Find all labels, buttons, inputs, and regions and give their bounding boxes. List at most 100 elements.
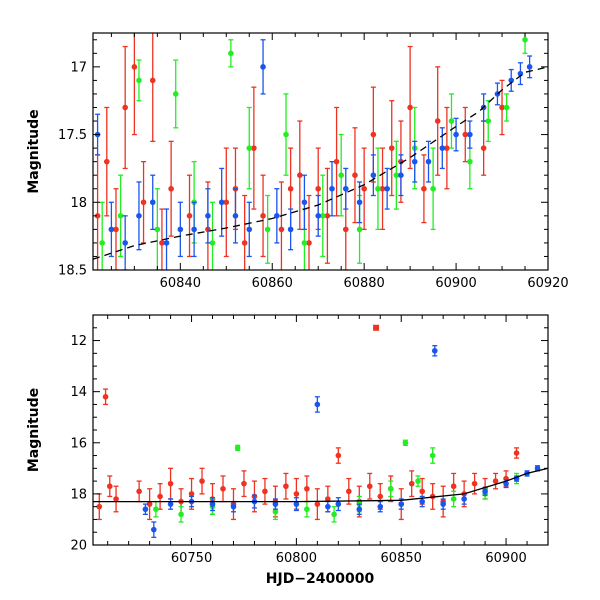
point-marker (293, 491, 300, 497)
data-point (314, 488, 321, 521)
data-point (462, 106, 469, 163)
x-tick-label: 60800 (276, 551, 317, 566)
data-point (393, 140, 400, 210)
top-panel: 60840 60860 60880 60900 60920 17 17.5 18 18.5 Ma… (26, 32, 569, 291)
data-point (375, 147, 381, 231)
point-marker (297, 172, 303, 178)
point-marker (106, 483, 113, 490)
data-point (260, 39, 266, 95)
bottom-panel-x-axis-label: HJD−2400000 (266, 571, 375, 587)
point-marker (379, 185, 386, 192)
data-point (260, 174, 266, 258)
data-point (142, 503, 149, 515)
point-marker (439, 145, 446, 151)
point-marker (480, 145, 487, 151)
y-tick-label: 18.5 (58, 264, 87, 279)
data-point (301, 174, 308, 231)
point-marker (278, 226, 285, 233)
point-marker (136, 77, 142, 84)
data-point (191, 201, 197, 258)
point-marker (375, 185, 381, 192)
data-point (384, 167, 390, 210)
data-point (352, 127, 358, 224)
x-tick-label: 60850 (381, 551, 422, 566)
data-point (522, 33, 528, 54)
data-point (373, 324, 380, 331)
point-marker (402, 439, 409, 446)
data-point (177, 201, 184, 258)
data-point (113, 485, 119, 513)
data-point (246, 201, 253, 258)
point-marker (154, 226, 161, 233)
data-point (421, 154, 427, 224)
point-marker (419, 498, 425, 505)
data-point (283, 93, 289, 176)
point-marker (149, 199, 156, 206)
point-marker (315, 185, 322, 192)
data-point (331, 506, 337, 523)
data-point (223, 147, 230, 258)
point-marker (373, 324, 380, 331)
point-marker (325, 496, 331, 502)
data-point (122, 45, 128, 170)
data-point (407, 45, 413, 170)
data-point (338, 133, 344, 217)
data-point (314, 396, 321, 413)
y-tick-label: 16 (70, 436, 87, 451)
point-marker (361, 185, 367, 192)
point-marker (387, 485, 394, 492)
point-marker (246, 226, 253, 233)
point-marker (499, 104, 505, 111)
point-marker (102, 393, 109, 400)
point-marker (287, 226, 294, 233)
top-panel-y-axis-label: Magnitude (26, 109, 42, 193)
data-point (439, 127, 446, 170)
data-point (450, 490, 457, 508)
point-marker (117, 213, 124, 219)
point-marker (366, 483, 373, 490)
data-point (408, 470, 415, 498)
point-marker (333, 158, 340, 165)
x-tick-label: 60840 (160, 276, 201, 291)
point-marker (283, 483, 289, 490)
point-marker (272, 508, 279, 515)
point-marker (241, 480, 247, 487)
data-point (99, 201, 105, 270)
point-marker (421, 185, 427, 192)
data-point (370, 154, 377, 197)
point-marker (304, 485, 310, 492)
point-marker (356, 199, 363, 206)
point-marker (377, 493, 384, 500)
point-marker (462, 131, 469, 138)
data-point (346, 477, 352, 505)
point-marker (108, 226, 115, 233)
data-point (168, 140, 174, 237)
point-marker (232, 213, 239, 219)
point-marker (199, 478, 205, 484)
point-marker (159, 240, 165, 246)
data-point (232, 188, 239, 244)
data-point (264, 194, 271, 264)
bottom-panel-ticks: 60750 60800 60850 60900 12 14 16 18 20 (70, 314, 549, 566)
point-marker (241, 240, 248, 246)
data-point (448, 93, 455, 149)
point-marker (272, 501, 279, 507)
point-marker (352, 172, 358, 178)
data-point (356, 503, 363, 515)
point-marker (191, 226, 197, 233)
bottom-panel-marks (93, 324, 548, 538)
data-point (325, 500, 331, 513)
point-marker (262, 488, 268, 495)
data-point (96, 493, 103, 521)
data-point (526, 55, 533, 79)
point-marker (335, 452, 342, 459)
point-marker (411, 158, 418, 165)
y-tick-label: 18 (70, 196, 87, 211)
point-marker (467, 131, 473, 138)
data-point (319, 174, 326, 258)
point-marker (335, 501, 342, 507)
point-marker (167, 480, 174, 487)
point-marker (430, 185, 436, 192)
data-point (388, 100, 395, 197)
point-marker (503, 480, 509, 487)
